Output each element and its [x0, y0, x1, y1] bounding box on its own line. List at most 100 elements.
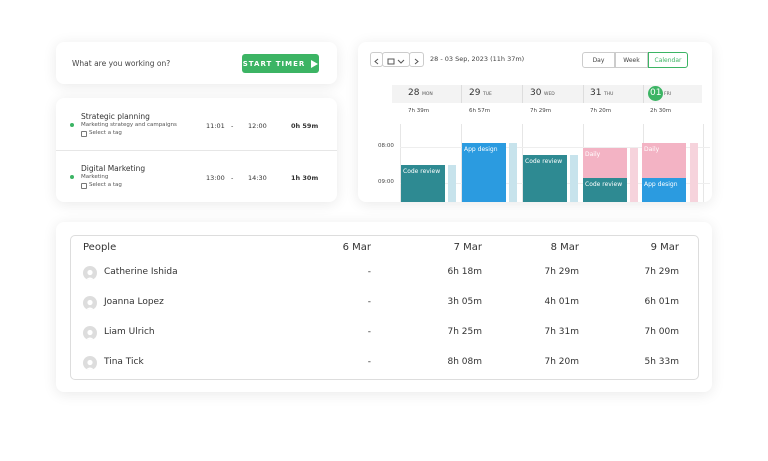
day-divider	[583, 85, 584, 103]
time-label: 08:00	[378, 143, 394, 149]
entry-end: 14:30	[248, 174, 267, 182]
day-date: 01	[650, 88, 662, 98]
status-dot	[70, 123, 74, 127]
view-toggle[interactable]: Calendar	[648, 52, 688, 68]
time-cell: -	[367, 327, 371, 337]
event[interactable]: Daily	[642, 143, 686, 178]
time-cell: 7h 00m	[644, 327, 679, 337]
person-name: Tina Tick	[104, 357, 144, 367]
day-total: 2h 30m	[650, 108, 672, 114]
day-date: 29	[469, 88, 481, 98]
day-total: 6h 57m	[469, 108, 491, 114]
nav-button[interactable]	[382, 52, 410, 67]
day-divider	[643, 85, 644, 103]
event[interactable]: Daily	[583, 148, 627, 178]
time-cell: 7h 20m	[544, 357, 579, 367]
entries-card: Strategic planning Marketing strategy and…	[56, 98, 337, 202]
day-name: FRI	[664, 92, 672, 97]
nav-button[interactable]	[409, 52, 424, 67]
entry-duration: 1h 30m	[291, 174, 319, 182]
day-date: 30	[530, 88, 542, 98]
day-name: TUE	[483, 92, 492, 97]
time-cell: 7h 25m	[447, 327, 482, 337]
entry-tag[interactable]: Select a tag	[89, 182, 122, 188]
entry-project: Marketing strategy and campaigns	[81, 122, 177, 128]
status-dot	[70, 175, 74, 179]
time-cell: 7h 31m	[544, 327, 579, 337]
time-cell: -	[367, 267, 371, 277]
time-cell: 7h 29m	[544, 267, 579, 277]
day-divider	[522, 85, 523, 103]
column-line	[522, 124, 523, 202]
event-strip	[509, 143, 517, 202]
button-label: START TIMER	[242, 59, 306, 68]
start-timer-button[interactable]: START TIMER	[242, 54, 319, 73]
person-name: Joanna Lopez	[104, 297, 164, 307]
time-cell: -	[367, 297, 371, 307]
time-cell: 7h 29m	[644, 267, 679, 277]
time-cell: 6h 18m	[447, 267, 482, 277]
column-line	[703, 124, 704, 202]
avatar	[83, 296, 97, 310]
tag-icon	[81, 131, 87, 137]
event[interactable]: Code review	[583, 178, 627, 202]
person-name: Liam Ulrich	[104, 327, 155, 337]
column-line	[461, 124, 462, 202]
time-cell: 3h 05m	[447, 297, 482, 307]
day-name: MON	[422, 92, 433, 97]
day-header-bg	[392, 85, 702, 103]
avatar	[83, 326, 97, 340]
time-cell: 4h 01m	[544, 297, 579, 307]
day-name: THU	[604, 92, 614, 97]
entry-sep: -	[231, 174, 234, 182]
calendar-card: 28 - 03 Sep, 2023 (11h 37m) Day Week Calend…	[358, 42, 712, 202]
day-name: WED	[544, 92, 555, 97]
event[interactable]: Code review	[401, 165, 445, 202]
entry-tag[interactable]: Select a tag	[89, 130, 122, 136]
event-strip	[630, 148, 638, 202]
column-header: 6 Mar	[342, 242, 371, 253]
time-cell: 6h 01m	[644, 297, 679, 307]
person-name: Catherine Ishida	[104, 267, 178, 277]
column-header: 9 Mar	[650, 242, 679, 253]
day-divider	[461, 85, 462, 103]
day-total: 7h 29m	[530, 108, 552, 114]
time-cell: 5h 33m	[644, 357, 679, 367]
timer-card: What are you working on? START TIMER	[56, 42, 337, 84]
day-total: 7h 39m	[408, 108, 430, 114]
today-circle	[648, 86, 663, 101]
event[interactable]: App design	[462, 143, 506, 202]
time-cell: 8h 08m	[447, 357, 482, 367]
event[interactable]: App design	[642, 178, 686, 202]
entry-project: Marketing	[81, 174, 109, 180]
grid-line	[400, 147, 710, 148]
entry-title: Strategic planning	[81, 112, 150, 121]
table: People 6 Mar 7 Mar 8 Mar 9 Mar Catherine Ishi…	[70, 235, 699, 380]
avatar	[83, 266, 97, 280]
column-header: 8 Mar	[550, 242, 579, 253]
view-toggle[interactable]: Day	[582, 52, 615, 68]
event-strip	[448, 165, 456, 202]
view-toggle[interactable]: Week	[615, 52, 648, 68]
time-label: 09:00	[378, 179, 394, 185]
day-total: 7h 20m	[590, 108, 612, 114]
tag-icon	[81, 183, 87, 189]
entry-end: 12:00	[248, 122, 267, 130]
event-strip	[690, 143, 698, 202]
entry-sep: -	[231, 122, 234, 130]
day-date: 31	[590, 88, 602, 98]
column-header: People	[83, 242, 117, 253]
divider	[56, 150, 337, 151]
entry-start: 11:01	[206, 122, 225, 130]
column-line	[400, 124, 401, 202]
avatar	[83, 356, 97, 370]
event-strip	[570, 155, 578, 202]
table-card: People 6 Mar 7 Mar 8 Mar 9 Mar Catherine Ishi…	[56, 222, 712, 392]
timer-prompt[interactable]: What are you working on?	[72, 59, 171, 68]
entry-duration: 0h 59m	[291, 122, 319, 130]
event[interactable]: Code review	[523, 155, 567, 202]
time-cell: -	[367, 357, 371, 367]
column-header: 7 Mar	[453, 242, 482, 253]
play-icon	[311, 59, 319, 68]
